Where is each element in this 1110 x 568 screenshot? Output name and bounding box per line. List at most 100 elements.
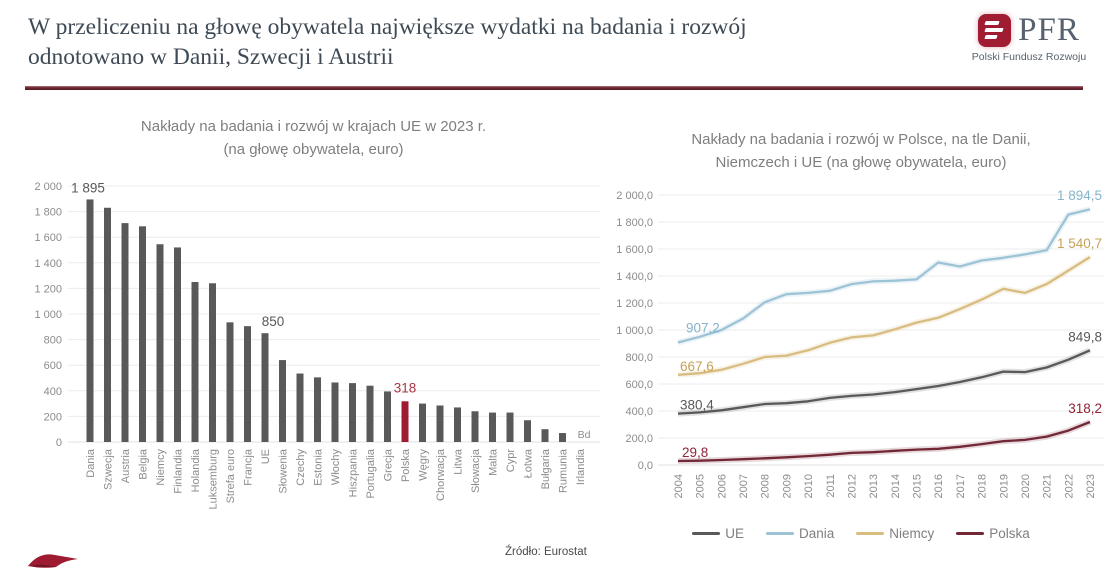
bar-value-label: 1 895 xyxy=(71,180,105,195)
bar xyxy=(86,199,94,442)
bar-chart-title-line1: Nakłady na badania i rozwój w krajach UE… xyxy=(140,118,487,135)
x-tick-label: UE xyxy=(260,449,272,464)
legend-label: Polska xyxy=(989,526,1030,541)
x-tick-label: 2006 xyxy=(716,474,728,498)
bar xyxy=(209,283,216,442)
line-series-ue xyxy=(677,349,1091,415)
y-tick-label: 0 xyxy=(56,437,62,449)
legend-item-polska: Polska xyxy=(956,526,1030,541)
x-tick-label: Czechy xyxy=(295,449,307,486)
series-end-label: 849,8 xyxy=(1068,329,1102,344)
bar xyxy=(541,429,549,442)
bar xyxy=(471,411,479,442)
bar xyxy=(366,385,374,442)
title-line-2: odnotowano w Danii, Szwecji i Austrii xyxy=(28,44,394,71)
legend-label: Niemcy xyxy=(889,526,935,541)
x-tick-label: Austria xyxy=(120,448,132,483)
x-tick-label: Grecja xyxy=(383,448,395,481)
bar-value-label: 318 xyxy=(394,380,417,395)
title-divider xyxy=(25,86,1083,90)
y-tick-label: 1 400 xyxy=(34,258,62,270)
y-tick-label: 2 000,0 xyxy=(616,190,653,202)
x-tick-label: Niemcy xyxy=(155,449,167,486)
x-tick-label: 2010 xyxy=(803,474,815,498)
line-series-niemcy xyxy=(677,256,1091,377)
series-end-label: 1 894,5 xyxy=(1057,188,1102,203)
line-chart-canvas: 0,0 200,0 400,0 600,0 800,0 1 000,0 1 200,0 1 4… xyxy=(616,188,1104,498)
x-tick-label: 2019 xyxy=(998,474,1010,498)
y-tick-label: 0,0 xyxy=(638,460,653,472)
series-end-label: 1 540,7 xyxy=(1057,236,1102,251)
bar-chart-canvas: 0 200 400 600 800 1 000 1 200 1 400 1 600 1 800 2 … xyxy=(34,180,600,510)
x-tick-label: Portugalia xyxy=(365,448,377,498)
x-tick-label: Estonia xyxy=(313,448,325,486)
bar xyxy=(331,382,339,442)
source-note: Źródło: Eurostat xyxy=(505,546,587,558)
x-tick-label: Dania xyxy=(85,448,97,478)
x-tick-label: Węgry xyxy=(418,449,430,481)
pfr-stripes-icon xyxy=(978,14,1012,47)
x-tick-label: 2009 xyxy=(781,474,793,498)
bar xyxy=(436,405,444,442)
y-tick-label: 400 xyxy=(44,386,62,398)
x-tick-label: Włochy xyxy=(330,449,342,486)
x-tick-label: 2018 xyxy=(977,474,989,498)
bar xyxy=(244,326,251,442)
x-tick-label: 2005 xyxy=(695,474,707,498)
y-tick-label: 1 600 xyxy=(34,232,62,244)
x-tick-label: 2014 xyxy=(890,474,902,498)
legend-label: UE xyxy=(725,526,744,541)
x-tick-label: Litwa xyxy=(453,448,465,475)
x-tick-label: 2017 xyxy=(955,474,967,498)
y-tick-label: 200,0 xyxy=(625,433,653,445)
y-tick-label: 1 400,0 xyxy=(616,271,653,283)
x-tick-label: Cypr xyxy=(505,449,517,473)
bar xyxy=(419,403,426,442)
bar xyxy=(104,207,111,442)
line-glow xyxy=(677,347,1092,417)
bar xyxy=(559,433,566,442)
line-chart-title-line1: Nakłady na badania i rozwój w Polsce, na… xyxy=(691,131,1031,148)
bar xyxy=(524,420,531,442)
series-start-label: 29,8 xyxy=(682,445,708,460)
x-tick-label: 2004 xyxy=(673,474,685,498)
x-tick-label: 2008 xyxy=(760,474,772,498)
pfr-logo-text: PFR xyxy=(1018,12,1080,48)
x-tick-label: Chorwacja xyxy=(435,448,447,501)
y-tick-label: 200 xyxy=(44,411,62,423)
x-tick-label: 2021 xyxy=(1042,474,1054,498)
x-tick-label: 2015 xyxy=(912,474,924,498)
bar xyxy=(226,322,234,442)
bar xyxy=(314,377,321,442)
legend-swatch-icon xyxy=(856,532,885,535)
y-tick-label: 800,0 xyxy=(625,352,653,364)
y-tick-label: 600,0 xyxy=(625,379,653,391)
y-tick-label: 400,0 xyxy=(625,406,653,418)
page-title: W przeliczeniu na głowę obywatela najwię… xyxy=(28,12,928,72)
x-tick-label: Hiszpania xyxy=(348,448,360,497)
bar-chart-title-line2: (na głowę obywatela, euro) xyxy=(223,141,404,159)
legend-item-niemcy: Niemcy xyxy=(856,526,934,541)
bar xyxy=(156,244,164,442)
bar-value-label: 850 xyxy=(262,314,285,329)
bar xyxy=(261,333,269,442)
bar xyxy=(191,282,199,442)
bar xyxy=(506,412,514,442)
series-start-label: 380,4 xyxy=(680,398,714,413)
y-tick-label: 1 000,0 xyxy=(616,325,653,337)
bar xyxy=(401,401,409,442)
line-series-polska xyxy=(677,420,1091,463)
y-tick-label: 1 800,0 xyxy=(616,217,653,229)
line-chart-legend: UE Dania Niemcy Polska xyxy=(612,526,1110,541)
legend-swatch-icon xyxy=(765,532,794,535)
line-chart-title-line2: Niemczech i UE (na głowę obywatela, euro… xyxy=(715,154,1007,172)
x-tick-label: 2016 xyxy=(933,474,945,498)
series-start-label: 907,2 xyxy=(686,321,720,336)
bar-chart-title: Nakłady na badania i rozwój w krajach UE… xyxy=(22,115,605,162)
line-chart-title: Nakłady na badania i rozwój w Polsce, na… xyxy=(612,128,1110,175)
series-start-label: 667,6 xyxy=(680,359,714,374)
x-tick-label: 2020 xyxy=(1020,474,1032,498)
x-tick-label: Słowacja xyxy=(470,448,482,493)
y-tick-label: 1 000 xyxy=(34,309,62,321)
y-tick-label: 1 800 xyxy=(34,207,62,219)
